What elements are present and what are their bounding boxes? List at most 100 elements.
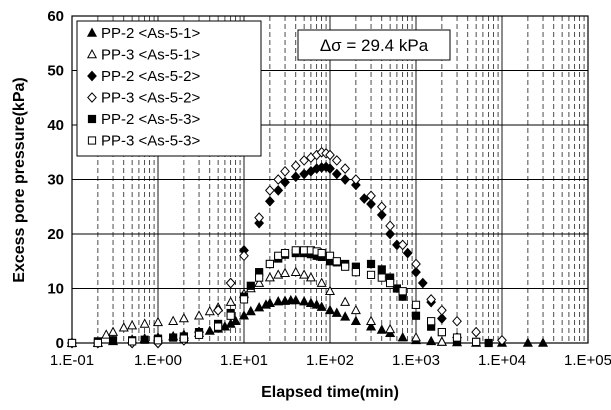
legend-box	[76, 20, 262, 157]
data-point	[351, 174, 361, 185]
data-point	[290, 294, 301, 305]
data-point	[225, 296, 236, 306]
y-tick-label: 0	[56, 335, 64, 352]
data-point	[265, 185, 275, 196]
data-point	[376, 324, 387, 334]
data-point	[299, 168, 309, 180]
data-point	[93, 338, 102, 348]
annotation-box	[297, 29, 451, 61]
data-point	[324, 304, 336, 315]
data-point	[340, 311, 351, 321]
data-point	[152, 316, 164, 327]
data-point	[366, 198, 376, 210]
data-point	[273, 174, 284, 185]
x-tick-label: 1.E+00	[134, 352, 182, 369]
tick-labels: 1.E-01 1.E+00 1.E+01 1.E+02 1.E+03 1.E+04 1.E+…	[47, 8, 611, 369]
legend-item: PP-3 <As-5-3>	[87, 133, 200, 150]
data-point	[484, 338, 493, 348]
data-point	[437, 328, 446, 337]
data-point	[411, 300, 421, 309]
x-tick-label: 1.E+01	[220, 352, 268, 369]
x-tick-label: 1.E+03	[392, 352, 440, 369]
y-tick-label: 50	[47, 63, 64, 80]
data-point	[366, 259, 376, 269]
data-point	[385, 323, 396, 334]
data-point	[340, 174, 351, 185]
legend: PP-2 <As-5-1> PP-3 <As-5-1> PP-2 <As-5-2> P…	[76, 20, 262, 157]
data-point	[377, 265, 386, 274]
data-point	[351, 268, 360, 277]
data-point	[101, 329, 112, 339]
data-point	[305, 272, 316, 282]
data-point	[436, 336, 447, 346]
data-point	[325, 251, 335, 260]
data-point	[273, 185, 284, 196]
data-point	[332, 257, 341, 266]
x-tick-label: 1.E+02	[306, 352, 354, 369]
delta-sigma-annotation: Δσ = 29.4 kPa	[297, 29, 451, 61]
data-point	[254, 217, 265, 229]
data-point	[168, 315, 179, 325]
data-points	[66, 146, 549, 349]
y-tick-label: 10	[47, 281, 64, 298]
data-point	[264, 297, 275, 308]
data-point	[472, 337, 481, 347]
data-point	[153, 336, 163, 345]
data-point	[397, 239, 408, 251]
data-point	[365, 315, 377, 325]
legend-item: PP-2 <As-5-2>	[87, 68, 200, 85]
series-5	[67, 246, 481, 348]
data-point	[376, 201, 387, 213]
data-point	[317, 248, 326, 258]
data-point	[331, 307, 342, 317]
data-point	[291, 246, 300, 255]
data-point	[127, 320, 138, 330]
data-point	[139, 318, 150, 328]
y-tick-label: 40	[47, 117, 64, 134]
data-point	[311, 299, 322, 309]
data-point	[350, 315, 361, 325]
data-point	[239, 250, 249, 262]
legend-marker	[87, 92, 97, 103]
data-point	[179, 334, 188, 343]
data-point	[290, 160, 301, 172]
legend-marker	[87, 136, 97, 145]
legend-item: PP-3 <As-5-2>	[87, 90, 200, 107]
data-point	[325, 163, 335, 174]
data-point	[385, 220, 395, 232]
data-point	[264, 272, 275, 282]
data-point	[273, 269, 284, 279]
data-point	[341, 262, 350, 271]
data-point	[397, 331, 408, 342]
data-point	[402, 247, 413, 259]
data-point	[273, 296, 284, 306]
data-point	[245, 305, 256, 316]
y-tick-label: 60	[47, 8, 64, 25]
data-point	[366, 190, 376, 202]
data-point	[280, 165, 290, 177]
data-point	[331, 168, 342, 180]
data-point	[522, 337, 533, 347]
legend-label: PP-2 <As-5-2>	[101, 68, 200, 85]
legend-label: PP-3 <As-5-3>	[101, 133, 200, 150]
grid-lines	[72, 16, 588, 343]
data-point	[426, 294, 437, 305]
legend-marker	[87, 114, 97, 124]
data-point	[411, 266, 421, 278]
x-tick-label: 1.E-01	[50, 352, 94, 369]
legend-label: PP-2 <As-5-3>	[101, 111, 200, 128]
data-point	[204, 305, 215, 316]
legend-item: PP-3 <As-5-1>	[86, 47, 200, 64]
data-point	[437, 313, 447, 324]
legend-label: PP-3 <As-5-2>	[101, 90, 200, 107]
data-point	[178, 312, 189, 323]
data-point	[427, 317, 436, 326]
data-point	[299, 269, 310, 279]
series-2	[67, 161, 462, 349]
data-point	[376, 209, 387, 221]
data-point	[67, 338, 77, 348]
data-point	[398, 287, 407, 296]
annotation-text: Δσ = 29.4 kPa	[320, 36, 429, 55]
